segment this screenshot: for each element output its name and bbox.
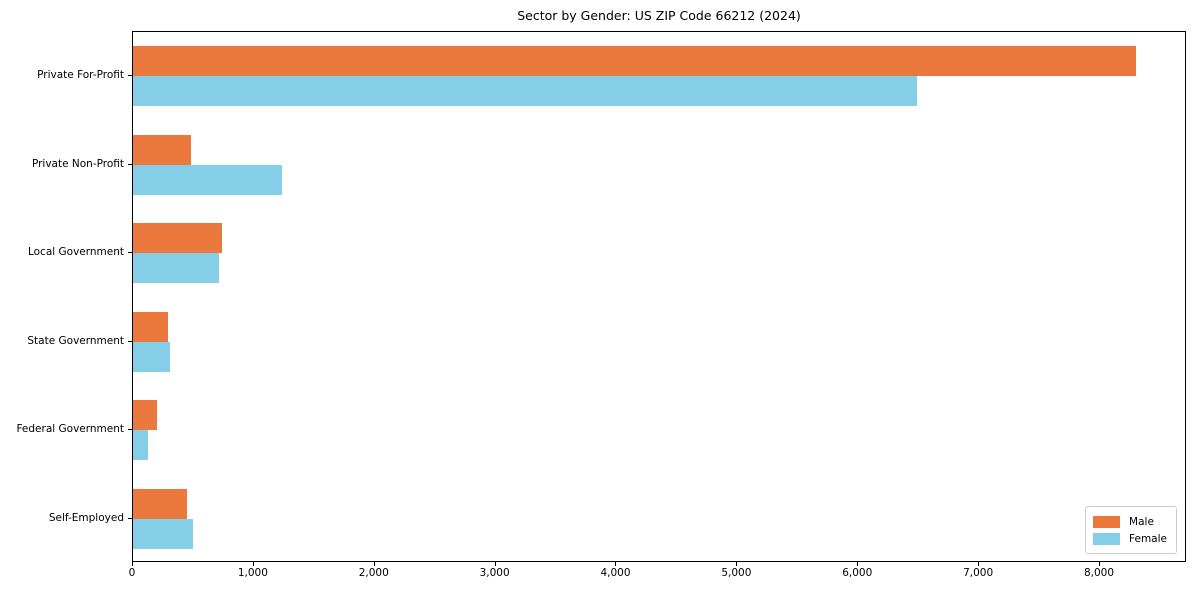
y-tick-label: Federal Government xyxy=(16,423,124,436)
x-tick-mark xyxy=(615,562,617,566)
x-tick-mark xyxy=(1098,562,1100,566)
x-tick-label: 3,000 xyxy=(479,567,510,579)
female-bar-3 xyxy=(133,341,171,372)
x-tick-mark xyxy=(132,562,133,566)
x-tick-label: 4,000 xyxy=(600,567,631,579)
y-tick-label: Local Government xyxy=(27,246,124,259)
male-bar-2 xyxy=(133,223,223,254)
female-bar-5 xyxy=(133,518,194,549)
x-tick-mark xyxy=(373,562,375,566)
male-bar-3 xyxy=(133,311,169,342)
x-tick-label: 8,000 xyxy=(1083,567,1114,579)
y-tick-mark xyxy=(128,429,132,431)
chart-title: Sector by Gender: US ZIP Code 66212 (202… xyxy=(517,8,801,23)
x-tick-mark xyxy=(252,562,254,566)
legend-entry-male: Male xyxy=(1093,513,1167,530)
y-tick-mark xyxy=(128,517,132,519)
x-tick-label: 1,000 xyxy=(237,567,268,579)
male-bar-5 xyxy=(133,488,188,519)
x-tick-mark xyxy=(978,562,980,566)
x-tick-mark xyxy=(857,562,859,566)
x-tick-label: 0 xyxy=(128,567,136,579)
legend-entry-female: Female xyxy=(1093,530,1167,547)
male-bar-0 xyxy=(133,46,1137,77)
female-bar-4 xyxy=(133,430,148,461)
x-tick-label: 2,000 xyxy=(358,567,389,579)
x-tick-mark xyxy=(736,562,738,566)
y-tick-mark xyxy=(128,252,132,254)
x-tick-mark xyxy=(494,562,496,566)
y-tick-mark xyxy=(128,163,132,165)
male-bar-1 xyxy=(133,134,192,165)
legend-label-female: Female xyxy=(1129,532,1167,545)
x-tick-label: 7,000 xyxy=(963,567,994,579)
y-tick-label: Self-Employed xyxy=(48,511,124,524)
x-tick-label: 6,000 xyxy=(842,567,873,579)
male-color-swatch xyxy=(1093,515,1121,528)
female-bar-1 xyxy=(133,164,282,195)
female-color-swatch xyxy=(1093,532,1121,545)
x-tick-label: 5,000 xyxy=(721,567,752,579)
y-tick-label: State Government xyxy=(27,334,124,347)
female-bar-2 xyxy=(133,253,219,284)
plot-area: Male Female xyxy=(132,31,1186,562)
y-tick-mark xyxy=(128,340,132,342)
y-tick-label: Private Non-Profit xyxy=(31,157,124,170)
legend: Male Female xyxy=(1085,506,1177,554)
female-bar-0 xyxy=(133,76,918,107)
y-tick-mark xyxy=(128,75,132,77)
legend-label-male: Male xyxy=(1129,515,1154,528)
y-tick-label: Private For-Profit xyxy=(37,69,124,82)
male-bar-4 xyxy=(133,400,158,431)
